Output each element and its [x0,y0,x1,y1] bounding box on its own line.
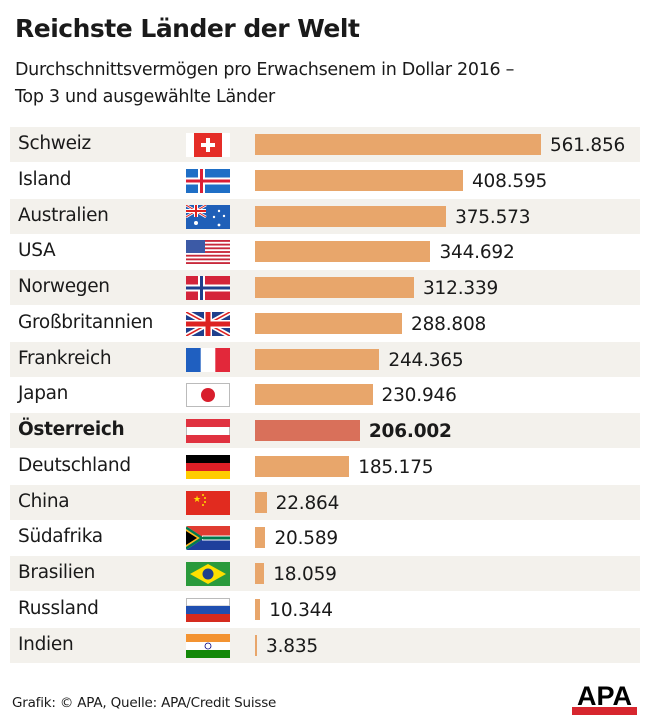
value-label: 408.595 [471,170,548,192]
svg-text:★: ★ [193,495,201,505]
bar [255,348,380,370]
country-label: Island [18,168,72,190]
logo-text: APA [577,682,632,711]
source-footer: Grafik: © APA, Quelle: APA/Credit Suisse [12,695,277,711]
is-flag-icon [186,168,230,193]
bar [255,205,447,227]
bar [255,384,373,406]
value-label: 288.808 [411,313,487,335]
table-row: Brasilien 18.059 [10,556,640,591]
country-label: Russland [18,597,99,619]
table-row: Island 408.595 [10,163,640,198]
country-label: Indien [18,633,74,655]
table-row: Norwegen 312.339 [10,270,640,305]
table-row: Russland 10.344 [10,592,640,627]
table-row: Großbritannien 288.808 [10,306,640,341]
table-row: USA 344.692 [10,234,640,269]
logo-red-bar [572,707,637,715]
country-label: Frankreich [18,347,112,369]
value-label: 22.864 [275,492,340,514]
gb-flag-icon [186,311,230,336]
table-row: Österreich 206.002 [10,413,640,448]
table-row: Deutschland 185.175 [10,449,640,484]
table-row: Japan 230.946 [10,377,640,412]
value-label: 20.589 [274,528,339,550]
country-label: China [18,490,70,512]
value-label: 312.339 [422,278,499,299]
chart-title: Reichste Länder der Welt [15,14,360,43]
table-row: China ★ 22.864 [10,484,640,520]
country-label: Japan [18,383,69,405]
value-label: 10.344 [269,599,333,621]
ch-flag-icon [186,133,230,157]
apa-logo: APA [572,682,637,715]
bar [255,634,257,656]
bar [255,277,414,298]
subtitle-line-2: Top 3 und ausgewählte Länder [15,87,275,107]
chart-subtitle: Durchschnittsvermögen pro Erwachsenem in… [15,57,635,111]
bar [255,241,431,263]
bar [255,563,265,584]
value-label: 3.835 [266,635,318,657]
bar [255,312,402,334]
value-label: 206.002 [368,421,452,442]
at-flag-icon [186,419,230,443]
country-label: Südafrika [18,526,103,548]
ru-flag-icon [186,597,230,622]
table-row: Südafrika 20.589 [10,520,640,555]
subtitle-line-1: Durchschnittsvermögen pro Erwachsenem in… [15,60,515,80]
bar [255,169,463,191]
bar [255,527,266,549]
country-label: USA [18,240,56,262]
jp-flag-icon [186,383,230,408]
bar [255,455,350,477]
value-label: 18.059 [273,564,337,585]
table-row: Frankreich 244.365 [10,341,640,377]
za-flag-icon [186,526,230,551]
value-label: 561.856 [550,135,626,156]
country-label: Österreich [18,419,125,440]
bar [255,134,541,155]
value-label: 244.365 [388,349,464,371]
br-flag-icon [186,562,230,586]
table-row: Schweiz 561.856 [10,127,640,162]
value-label: 230.946 [381,385,457,407]
de-flag-icon [186,454,230,479]
value-label: 344.692 [439,242,515,264]
country-label: Schweiz [18,133,91,154]
value-label: 185.175 [358,456,434,478]
fr-flag-icon [186,347,230,372]
country-label: Australien [18,204,109,226]
in-flag-icon [186,633,230,658]
us-flag-icon [186,240,230,265]
bar [255,491,267,513]
bar [255,598,261,620]
table-row: Indien 3.835 [10,627,640,663]
table-row: Australien 375.573 [10,198,640,234]
country-label: Großbritannien [18,311,154,333]
au-flag-icon [186,204,230,229]
cn-flag-icon: ★ [186,490,230,515]
country-label: Deutschland [18,454,131,476]
no-flag-icon [186,276,230,300]
country-label: Brasilien [18,562,96,583]
value-label: 375.573 [455,206,531,228]
country-label: Norwegen [18,276,110,297]
bar [255,420,360,441]
